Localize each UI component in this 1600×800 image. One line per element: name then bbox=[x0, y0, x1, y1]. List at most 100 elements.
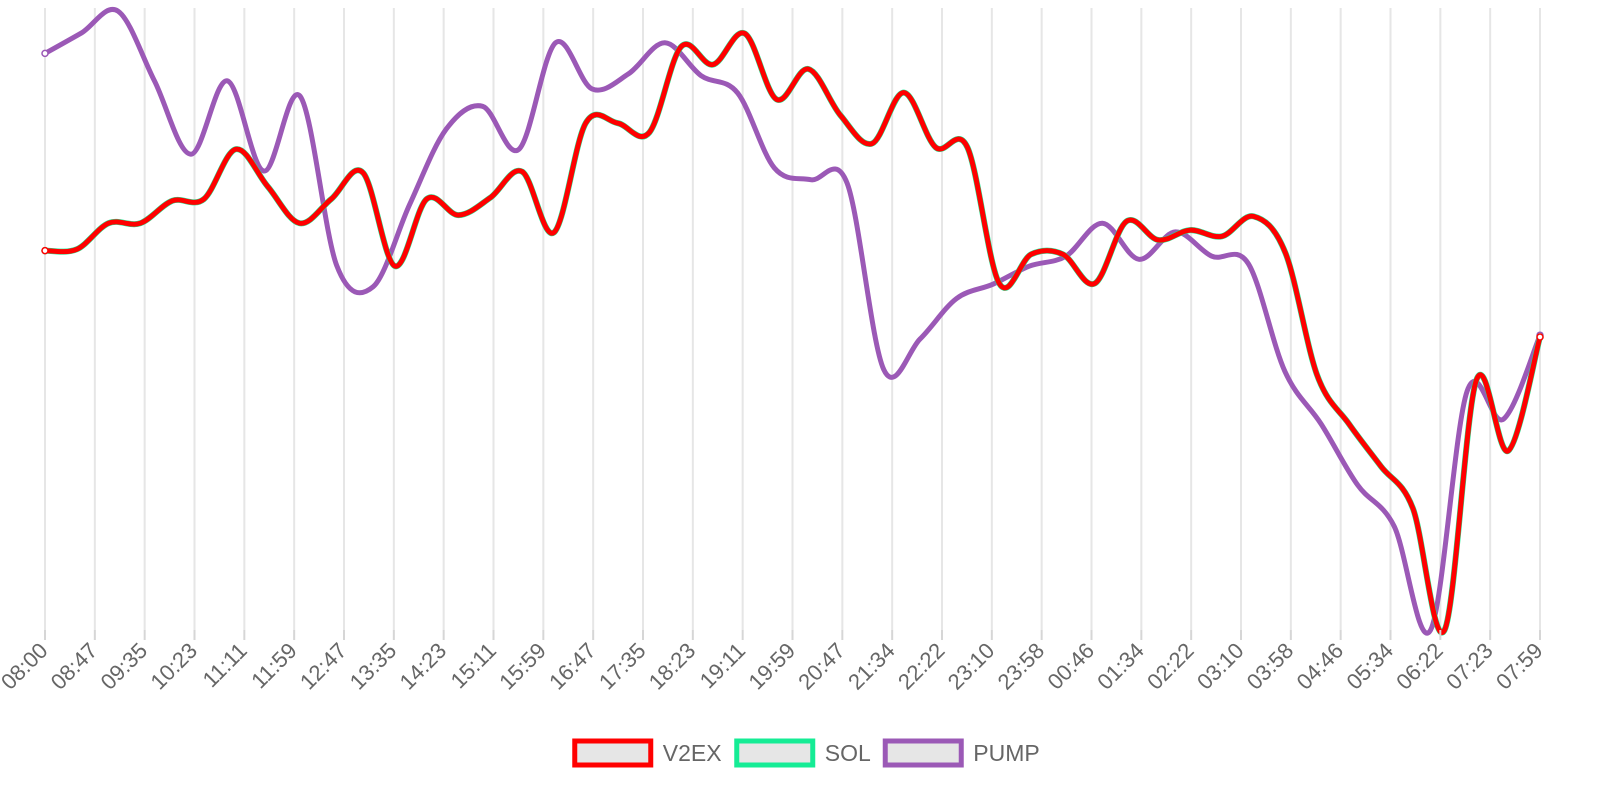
data-point-pump bbox=[79, 30, 84, 36]
data-point-pump bbox=[225, 78, 230, 84]
x-tick-label: 08:47 bbox=[46, 638, 103, 695]
x-tick-label: 19:11 bbox=[695, 638, 750, 693]
data-point-v2ex bbox=[297, 221, 302, 226]
x-tick-label: 20:47 bbox=[793, 638, 850, 695]
data-point-v2ex bbox=[1092, 281, 1097, 286]
data-point-pump bbox=[152, 78, 157, 84]
data-point-pump bbox=[334, 263, 339, 268]
data-point-v2ex bbox=[583, 120, 588, 126]
data-point-v2ex bbox=[838, 112, 843, 118]
legend-label: SOL bbox=[825, 740, 871, 766]
series-v2ex bbox=[41, 30, 1544, 636]
data-point-v2ex bbox=[138, 221, 143, 226]
x-tick-label: 21:34 bbox=[843, 638, 900, 695]
data-point-pump bbox=[443, 127, 449, 132]
x-axis: 08:0008:4709:3510:2311:1111:5912:4713:35… bbox=[0, 630, 1548, 694]
data-point-pump bbox=[917, 336, 923, 342]
legend-item-sol[interactable]: SOL bbox=[734, 738, 871, 768]
data-point-v2ex bbox=[1410, 505, 1416, 511]
data-point-v2ex bbox=[1283, 250, 1288, 256]
data-point-v2ex bbox=[424, 196, 429, 202]
x-tick-label: 17:35 bbox=[594, 638, 651, 695]
data-point-pump bbox=[1464, 389, 1470, 394]
data-point-v2ex bbox=[551, 230, 557, 235]
x-tick-label: 10:23 bbox=[145, 638, 202, 695]
legend-item-pump[interactable]: PUMP bbox=[882, 738, 1040, 768]
x-tick-label: 05:34 bbox=[1341, 638, 1398, 695]
data-point-pump bbox=[298, 94, 303, 99]
data-point-pump bbox=[407, 202, 412, 207]
legend[interactable]: V2EX SOL PUMP bbox=[572, 738, 1040, 768]
x-tick-label: 15:11 bbox=[446, 638, 501, 693]
data-point-v2ex bbox=[1251, 214, 1256, 219]
data-point-v2ex bbox=[933, 145, 938, 150]
data-point-v2ex bbox=[965, 145, 970, 150]
data-point-v2ex bbox=[615, 120, 620, 126]
x-tick-label: 13:35 bbox=[345, 638, 402, 695]
data-point-pump bbox=[516, 147, 522, 152]
data-point-pump bbox=[735, 91, 740, 96]
data-point-v2ex bbox=[360, 170, 366, 175]
legend-label: PUMP bbox=[973, 740, 1039, 766]
series-lines bbox=[41, 6, 1544, 636]
data-point-v2ex bbox=[901, 90, 906, 95]
x-tick-label: 23:10 bbox=[943, 638, 1000, 695]
data-point-pump bbox=[626, 71, 631, 77]
legend-label: V2EX bbox=[663, 740, 722, 766]
data-point-pump bbox=[1136, 257, 1142, 262]
data-point-v2ex bbox=[41, 246, 49, 255]
data-point-v2ex bbox=[647, 130, 652, 135]
x-tick-label: 15:59 bbox=[494, 638, 551, 695]
data-point-pump bbox=[1391, 523, 1397, 529]
data-point-v2ex bbox=[710, 62, 716, 67]
data-point-pump bbox=[480, 104, 485, 109]
legend-swatch bbox=[882, 738, 964, 768]
x-tick-label: 22:22 bbox=[893, 638, 950, 695]
x-tick-label: 07:23 bbox=[1441, 638, 1498, 695]
data-point-pump bbox=[845, 181, 850, 186]
data-point-v2ex bbox=[742, 31, 747, 36]
legend-item-v2ex[interactable]: V2EX bbox=[572, 738, 722, 768]
data-point-v2ex bbox=[329, 196, 334, 202]
x-tick-label: 16:47 bbox=[544, 638, 601, 695]
x-tick-label: 06:22 bbox=[1391, 638, 1448, 695]
data-point-v2ex bbox=[265, 184, 270, 189]
data-point-pump bbox=[881, 367, 886, 372]
data-point-pump bbox=[1209, 254, 1215, 259]
data-point-v2ex bbox=[456, 212, 461, 218]
data-point-v2ex bbox=[1506, 448, 1511, 454]
data-point-v2ex bbox=[201, 196, 207, 202]
data-point-pump bbox=[188, 152, 194, 157]
data-point-v2ex bbox=[679, 44, 684, 49]
legend-swatch bbox=[572, 738, 654, 768]
data-point-v2ex bbox=[1219, 234, 1225, 239]
x-tick-label: 03:58 bbox=[1242, 638, 1299, 695]
data-point-v2ex bbox=[1187, 227, 1193, 233]
data-point-pump bbox=[1246, 261, 1251, 266]
data-point-v2ex bbox=[1378, 464, 1384, 469]
x-tick-label: 19:59 bbox=[743, 638, 800, 695]
x-tick-label: 02:22 bbox=[1142, 638, 1199, 695]
data-point-pump bbox=[1027, 263, 1032, 269]
x-tick-label: 08:00 bbox=[0, 638, 53, 695]
data-point-v2ex bbox=[519, 169, 525, 174]
series-line-v2ex bbox=[42, 30, 1543, 636]
data-point-v2ex bbox=[1156, 237, 1161, 243]
data-point-pump bbox=[772, 165, 777, 171]
data-point-pump bbox=[699, 73, 704, 79]
data-point-v2ex bbox=[869, 141, 875, 146]
data-point-pump bbox=[371, 284, 376, 289]
data-point-pump bbox=[261, 168, 266, 174]
data-point-pump bbox=[954, 296, 959, 301]
data-point-pump bbox=[990, 282, 996, 287]
data-point-v2ex bbox=[1124, 219, 1129, 224]
data-point-pump bbox=[808, 177, 813, 182]
x-tick-label: 07:59 bbox=[1491, 638, 1548, 695]
data-point-pump bbox=[1282, 369, 1288, 374]
x-tick-label: 11:11 bbox=[198, 638, 252, 692]
data-point-v2ex bbox=[1536, 333, 1544, 341]
x-tick-label: 12:47 bbox=[295, 638, 352, 695]
data-point-pump bbox=[1100, 221, 1105, 226]
x-tick-label: 11:59 bbox=[246, 638, 301, 693]
